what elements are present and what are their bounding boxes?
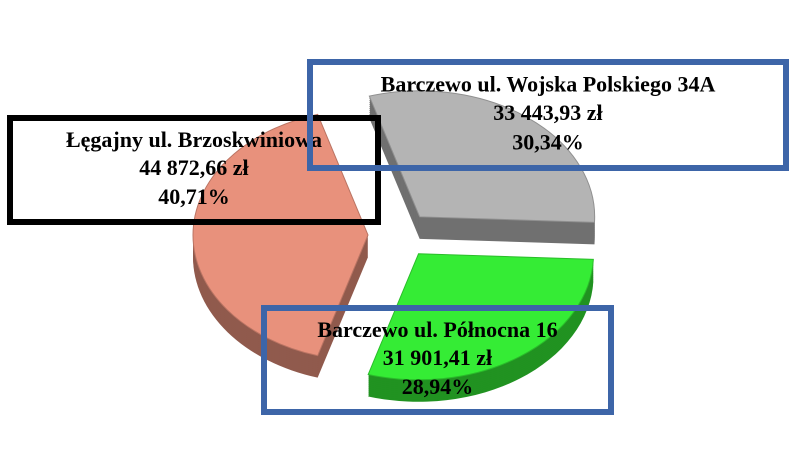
label-box [307, 59, 789, 171]
percentage-label: 30,34% [512, 130, 584, 155]
label-box [261, 305, 614, 415]
value-label: 33 443,93 zł [493, 100, 602, 125]
value-label: 31 901,41 zł [383, 345, 492, 370]
slice-label: Barczewo ul. Północna 16 [317, 317, 557, 342]
percentage-label: 28,94% [402, 374, 474, 399]
percentage-label: 40,71% [158, 184, 230, 209]
slice [368, 90, 596, 223]
slice-label: Łęgajny ul. Brzoskwiniowa [66, 127, 322, 152]
slice [367, 253, 594, 381]
value-label: 44 872,66 zł [139, 155, 248, 180]
slice-label: Barczewo ul. Wojska Polskiego 34A [381, 71, 716, 96]
